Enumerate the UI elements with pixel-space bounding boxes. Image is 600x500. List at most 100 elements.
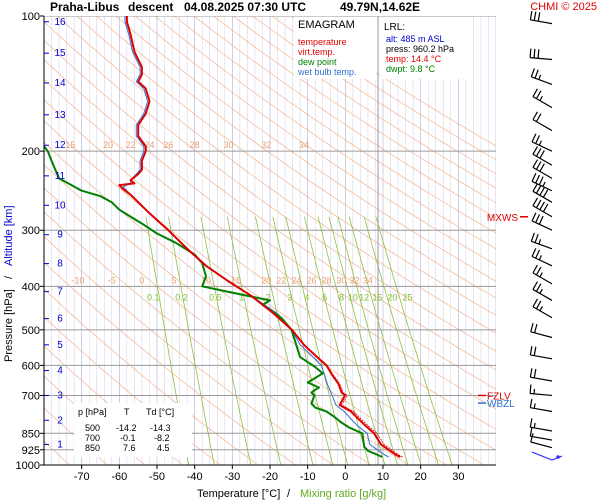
mixing-ratio-line xyxy=(328,216,398,465)
legend: EMAGRAM temperature virt.temp. dew point… xyxy=(294,17,376,79)
table-row-700-t: -0.1 xyxy=(120,433,136,443)
lrl-title: LRL: xyxy=(384,22,405,33)
pressure-tick-label: 100 xyxy=(22,11,40,23)
dry-adiabat-line xyxy=(212,16,496,204)
dry-adiabat-line xyxy=(134,16,496,266)
lrl-alt: alt: 485 m ASL xyxy=(386,34,445,44)
altitude-tick-label: 14 xyxy=(54,78,66,89)
wind-barb xyxy=(531,133,553,152)
level-label-wbzl: WBZL xyxy=(487,399,515,410)
wind-barb-flag xyxy=(535,135,541,144)
lrl-dwpt: dwpt: 9.8 °C xyxy=(386,64,436,74)
dry-adiabat-line xyxy=(44,288,259,465)
legend-wet-bulb: wet bulb temp. xyxy=(297,67,357,77)
wind-barb-flag xyxy=(534,233,539,243)
dry-adiabat-line xyxy=(44,59,496,390)
pressure-tick-label: 400 xyxy=(22,281,40,293)
adiabat-label-200: 26 xyxy=(163,140,173,150)
y-axis-title: Pressure [hPa] xyxy=(3,289,15,362)
wind-barb-flag xyxy=(535,300,542,310)
mixing-ratio-line xyxy=(363,216,439,465)
wind-barb-staff xyxy=(532,96,553,109)
table-row-700-td: -8.2 xyxy=(154,433,170,443)
wind-barbs xyxy=(529,10,563,461)
altitude-tick-label: 4 xyxy=(57,366,63,377)
wind-barb-flag xyxy=(529,418,533,428)
wind-barb xyxy=(531,212,553,231)
adiabat-label-200: 32 xyxy=(261,140,271,150)
wind-barb-flag xyxy=(535,185,542,194)
wind-barb xyxy=(532,159,553,179)
altitude-tick-label: 5 xyxy=(57,340,63,351)
y-axis-title-altitude: Altitude [km] xyxy=(3,205,15,266)
wind-barb xyxy=(529,418,553,432)
adiabat-label-400: 10 xyxy=(201,275,211,285)
wind-barb-flag xyxy=(535,199,542,209)
level-label-mxws: MXWS xyxy=(487,213,518,224)
altitude-tick-label: 7 xyxy=(57,287,63,298)
pressure-tick-label: 1000 xyxy=(16,460,40,472)
pressure-tick-label: 500 xyxy=(22,325,40,337)
wind-barb xyxy=(532,264,553,285)
wind-barb xyxy=(532,298,553,319)
wind-barb-half-flag xyxy=(533,422,536,428)
header-datetime: 04.08.2025 07:30 UTC xyxy=(184,0,306,14)
wind-barb xyxy=(530,68,553,85)
dry-adiabat-line xyxy=(44,187,410,465)
wind-barb-flag xyxy=(533,346,537,356)
altitude-tick-label: 12 xyxy=(54,140,66,151)
lrl-temp: temp: 14.4 °C xyxy=(386,54,442,64)
legend-title: EMAGRAM xyxy=(298,19,355,31)
wind-barb-flag xyxy=(537,49,540,59)
wind-barb-flag xyxy=(542,189,549,198)
temperature-tick-label: -10 xyxy=(300,471,316,483)
wind-barb-flag xyxy=(529,10,533,20)
wind-barb-staff xyxy=(531,141,553,152)
wind-barb xyxy=(530,322,553,339)
wind-barb-staff xyxy=(530,435,553,441)
legend-temperature: temperature xyxy=(298,37,347,47)
adiabat-label-400: 22 xyxy=(276,275,286,285)
altitude-tick-label: 3 xyxy=(57,390,63,401)
wind-barb-flag xyxy=(530,68,535,78)
wind-barb xyxy=(530,232,553,250)
values-table: p [hPa] T Td [°C] 500 -14.2 -14.3 700 -0… xyxy=(74,403,192,457)
wind-barb-half-flag xyxy=(542,181,546,187)
adiabat-label-400: 28 xyxy=(321,275,331,285)
wind-barb-flag xyxy=(529,384,532,394)
wind-barb-flag xyxy=(532,146,538,155)
altitude-tick-label: 16 xyxy=(54,17,66,28)
dry-adiabat-line xyxy=(44,211,372,465)
copyright: CHMI © 2025 xyxy=(530,1,597,13)
temperature-tick-label: 20 xyxy=(415,471,427,483)
wind-barb xyxy=(529,384,553,397)
lrl-press: press: 960.2 hPa xyxy=(386,44,454,54)
dry-adiabat-line xyxy=(44,120,496,451)
wind-barb-half-flag xyxy=(539,288,543,294)
wind-barb-staff xyxy=(532,190,553,203)
dry-adiabat-line xyxy=(44,40,496,371)
wind-barb-flag xyxy=(529,368,533,378)
dry-adiabat-line xyxy=(115,16,496,282)
temperature-tick-label: -60 xyxy=(111,471,127,483)
wind-barb-staff xyxy=(531,220,553,231)
table-row-850-td: 4.5 xyxy=(157,443,170,453)
mixing-ratio-line xyxy=(348,216,422,465)
altitude-tick-label: 15 xyxy=(54,48,66,59)
wind-barb-flag xyxy=(535,90,542,99)
temperature-tick-labels: -70 -60 -50 -40 -30 -20 -10 0 10 20 30 xyxy=(74,465,464,483)
dry-adiabat-line xyxy=(56,16,496,334)
wind-barb-flag xyxy=(535,174,541,184)
wind-barb-flag xyxy=(532,111,538,120)
temperature-tick-label: -70 xyxy=(74,471,90,483)
altitude-tick-label: 8 xyxy=(57,259,63,270)
table-header-td: Td [°C] xyxy=(146,407,174,417)
adiabat-label-200: 30 xyxy=(224,140,234,150)
dry-adiabat-line xyxy=(44,440,71,465)
mixing-ratio-label: 4 xyxy=(304,292,309,302)
wind-barb xyxy=(532,183,553,203)
wind-barb-staff xyxy=(532,205,553,218)
wind-barb-dot xyxy=(556,455,560,459)
wind-barb xyxy=(532,146,553,166)
pressure-tick-label: 200 xyxy=(22,146,40,158)
